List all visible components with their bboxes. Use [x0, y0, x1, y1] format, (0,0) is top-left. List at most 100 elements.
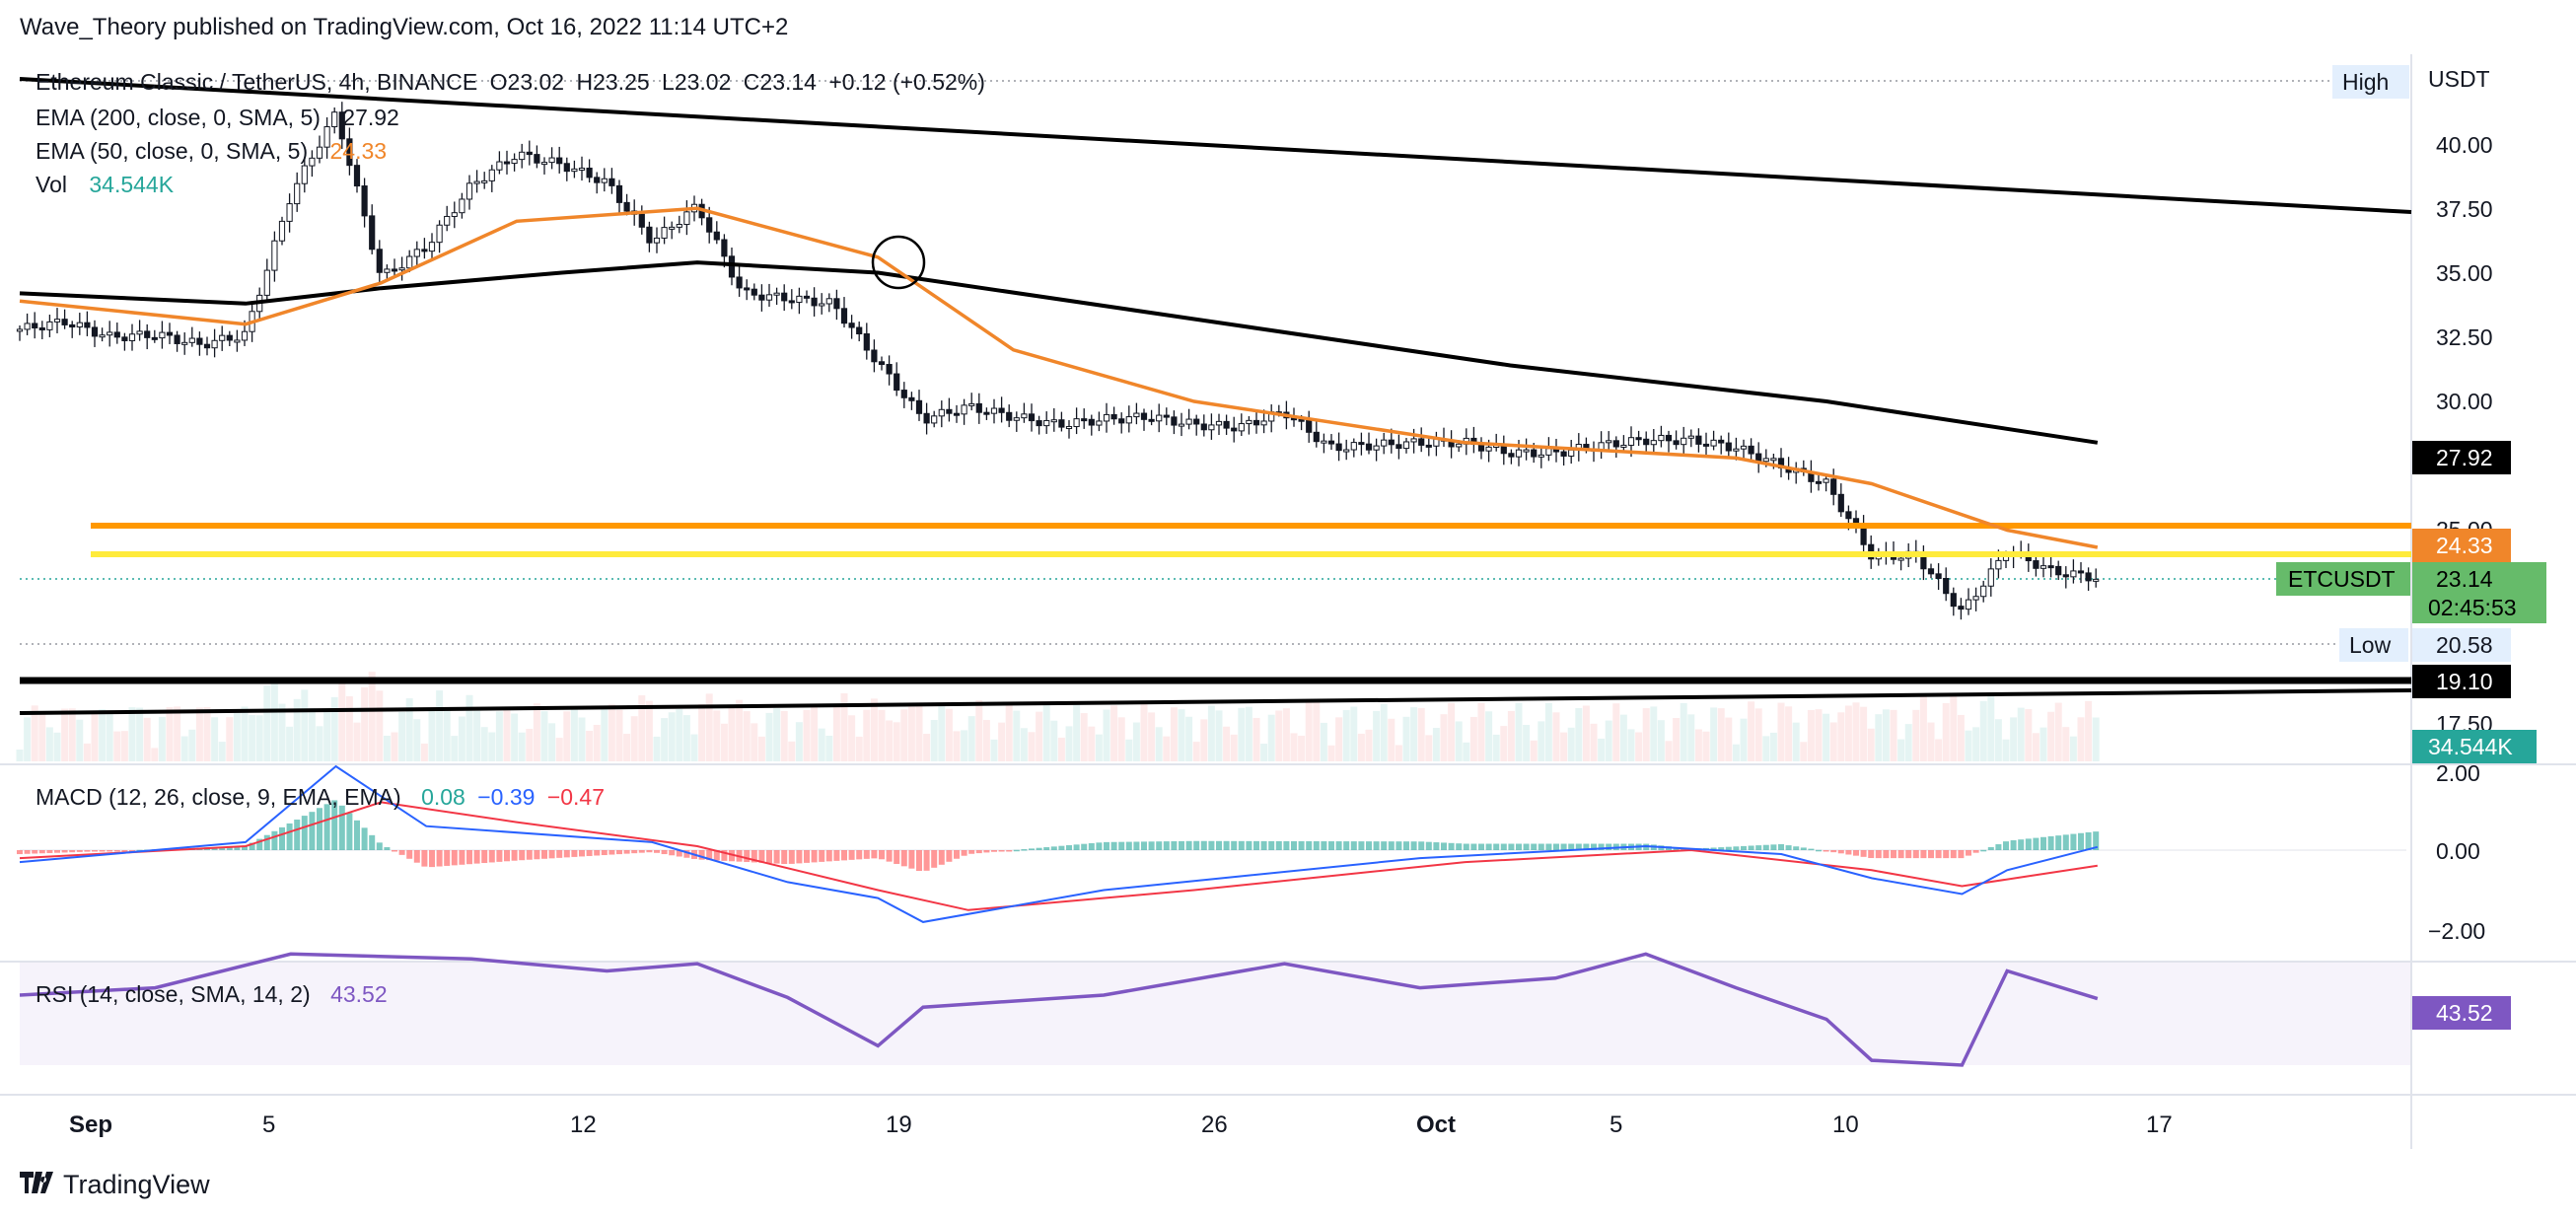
- macd-legend[interactable]: MACD (12, 26, close, 9, EMA, EMA) 0.08 −…: [36, 784, 610, 811]
- macd-histogram-bar: [488, 850, 495, 863]
- macd-histogram-bar: [819, 850, 825, 862]
- macd-histogram-bar: [1410, 841, 1417, 850]
- volume-bar: [1702, 731, 1710, 761]
- macd-histogram-bar: [1538, 843, 1544, 850]
- macd-histogram-bar: [616, 850, 622, 855]
- macd-histogram-bar: [1156, 841, 1163, 850]
- ema50-legend[interactable]: EMA (50, close, 0, SMA, 5) 24.33: [36, 138, 393, 165]
- candle-body: [1606, 440, 1612, 444]
- candle-body: [848, 323, 855, 328]
- macd-histogram-bar: [1987, 846, 1994, 850]
- volume-bar: [1935, 739, 1943, 761]
- volume-bar: [757, 736, 765, 761]
- macd-histogram-bar: [968, 850, 975, 854]
- macd-histogram-bar: [1718, 847, 1725, 850]
- volume-bar: [645, 700, 653, 761]
- volume-bar: [1132, 722, 1140, 761]
- volume-bar: [1732, 744, 1740, 761]
- volume-bar: [255, 715, 263, 761]
- candle-body: [376, 249, 383, 273]
- macd-histogram-bar: [1883, 850, 1890, 859]
- macd-histogram-bar: [2070, 833, 2077, 850]
- candle-body: [1073, 418, 1080, 428]
- macd-histogram-bar: [1298, 840, 1305, 850]
- descending-trendline[interactable]: [19, 77, 2412, 214]
- volume-bar: [143, 717, 151, 761]
- macd-histogram-bar: [1081, 843, 1088, 850]
- macd-histogram-bar: [1335, 841, 1342, 850]
- candle-body: [436, 224, 443, 244]
- volume-bar: [1942, 703, 1950, 761]
- macd-histogram-bar: [1816, 849, 1822, 852]
- macd-histogram-bar: [84, 850, 91, 852]
- macd-histogram-bar: [1972, 850, 1979, 853]
- volume-bar: [1950, 695, 1958, 761]
- volume-bar: [361, 686, 369, 761]
- macd-histogram-bar: [107, 850, 113, 852]
- candle-body: [825, 298, 832, 305]
- volume-bar: [1523, 725, 1531, 761]
- macd-histogram-bar: [263, 834, 270, 850]
- volume-bar: [443, 707, 451, 761]
- macd-histogram-bar: [1088, 842, 1095, 850]
- volume-bar: [1042, 704, 1050, 761]
- volume-bar: [1238, 707, 1246, 761]
- volume-bar: [1754, 708, 1762, 761]
- candle-body: [608, 178, 615, 186]
- candle-body: [983, 411, 990, 415]
- candle-body: [24, 323, 31, 330]
- macd-histogram-bar: [444, 850, 451, 866]
- volume-bar: [1440, 714, 1448, 761]
- candle-body: [1740, 445, 1748, 450]
- candle-body: [451, 212, 458, 217]
- volume-bar: [1725, 717, 1733, 761]
- volume-bar: [1380, 703, 1388, 761]
- volume-bar: [1155, 727, 1163, 761]
- volume-bar: [630, 716, 638, 761]
- volume-bar: [1823, 713, 1830, 761]
- volume-bar: [773, 708, 781, 761]
- macd-histogram-bar: [1755, 845, 1762, 850]
- candle-body: [226, 334, 233, 341]
- candle-body: [1995, 559, 2002, 570]
- candle-body: [1006, 411, 1013, 421]
- volume-bar: [518, 732, 526, 761]
- macd-histogram-bar: [1958, 850, 1965, 859]
- volume-bar: [893, 722, 900, 761]
- macd-histogram-bar: [511, 850, 518, 861]
- candle-body: [107, 331, 113, 336]
- volume-bar: [593, 724, 601, 761]
- volume-bar: [195, 707, 203, 761]
- volume-bar: [2025, 709, 2033, 761]
- macd-histogram-bar: [1928, 850, 1934, 859]
- candle-body: [1972, 596, 1979, 601]
- ema200-legend[interactable]: EMA (200, close, 0, SMA, 5) 27.92: [36, 105, 405, 131]
- volume-bar: [61, 708, 69, 761]
- symbol-legend[interactable]: Ethereum Classic / TetherUS, 4h, BINANCE…: [36, 69, 991, 96]
- macd-histogram-bar: [916, 850, 922, 872]
- macd-histogram-bar: [983, 850, 990, 853]
- volume-bar: [1298, 735, 1306, 761]
- candle-body: [519, 151, 526, 161]
- vol-legend[interactable]: Vol 34.544K: [36, 172, 179, 198]
- volume-bar: [2017, 707, 2025, 761]
- candle-body: [174, 334, 180, 344]
- ascending-trendline[interactable]: [19, 688, 2412, 715]
- macd-histogram-bar: [2062, 834, 2069, 850]
- candle-body: [975, 402, 982, 413]
- candle-body: [338, 111, 345, 140]
- candle-body: [878, 361, 886, 366]
- volume-bar: [1020, 728, 1028, 761]
- tradingview-brand[interactable]: TradingView: [20, 1170, 210, 1200]
- rsi-legend[interactable]: RSI (14, close, SMA, 14, 2) 43.52: [36, 981, 394, 1008]
- macd-histogram-bar: [38, 850, 45, 854]
- ema200-tag: 27.92: [2436, 445, 2493, 470]
- macd-histogram-bar: [338, 805, 345, 850]
- volume-bar: [1432, 728, 1440, 761]
- candle-body: [961, 404, 967, 415]
- volume-bar: [1342, 710, 1350, 761]
- macd-histogram-bar: [1096, 842, 1103, 850]
- volume-bar: [383, 735, 391, 761]
- crossover-circle[interactable]: [871, 235, 926, 290]
